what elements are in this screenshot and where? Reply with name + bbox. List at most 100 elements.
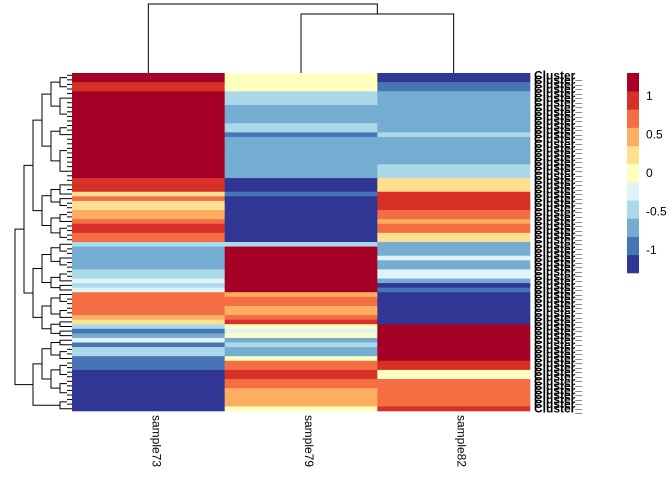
dendrogram-branch (59, 227, 67, 238)
column-label: sample73 (149, 415, 163, 467)
heatmap-cell (224, 301, 378, 307)
heatmap-cell (224, 237, 378, 243)
heatmap-cell (377, 365, 531, 371)
heatmap-cell (224, 369, 378, 375)
row-label: Cluster_ (534, 224, 582, 238)
heatmap-cell (72, 287, 225, 293)
heatmap-cell (224, 278, 378, 284)
dendrogram-branch (59, 184, 67, 195)
heatmap-cell (224, 223, 378, 229)
heatmap-cell (224, 73, 378, 78)
heatmap-cell (224, 333, 378, 339)
row-label: Cluster_ (534, 297, 582, 311)
heatmap-cell (72, 319, 225, 325)
heatmap-cell (72, 251, 225, 257)
heatmap-cell (377, 251, 531, 257)
heatmap-cell (224, 246, 378, 252)
heatmap-cell (72, 132, 225, 138)
heatmap-cell (377, 360, 531, 366)
heatmap-cell (224, 77, 378, 83)
row-label: Cluster_ (534, 365, 582, 379)
dendrogram-branch (59, 127, 67, 136)
dendrogram-branch (50, 188, 60, 203)
heatmap-cell (72, 109, 225, 115)
heatmap-cell (72, 141, 225, 147)
heatmap-cell (377, 397, 531, 403)
heatmap-cell (377, 100, 531, 106)
row-label: Cluster_ (534, 128, 582, 142)
heatmap-cell (72, 292, 225, 298)
heatmap-cell (224, 123, 378, 129)
heatmap-cell (224, 91, 378, 97)
heatmap-cell (224, 141, 378, 147)
heatmap-cell (224, 150, 378, 156)
heatmap-cell (72, 260, 225, 266)
row-label: Cluster_ (534, 205, 582, 219)
heatmap-cell (377, 237, 531, 243)
heatmap-cell (72, 146, 225, 151)
heatmap-cell (224, 136, 378, 142)
heatmap-body (72, 73, 531, 412)
heatmap-cell (377, 315, 531, 320)
heatmap-cell (72, 374, 225, 380)
heatmap-cell (224, 132, 378, 138)
heatmap-cell (72, 315, 225, 320)
heatmap-cell (72, 219, 225, 225)
heatmap-cell (72, 392, 225, 398)
legend-tick-label: 1 (646, 89, 653, 103)
row-label: Cluster_ (534, 397, 582, 411)
dendrogram-branch (41, 348, 51, 380)
heatmap-cell (224, 356, 378, 362)
dendrogram-branch (50, 369, 60, 389)
heatmap-cell (224, 232, 378, 238)
heatmap-cell (377, 178, 531, 183)
row-label: Cluster_ (534, 320, 582, 334)
heatmap-cell (72, 205, 225, 211)
heatmap-cell (72, 333, 225, 339)
row-label: Cluster_ (534, 114, 582, 128)
row-label: Cluster_ (534, 237, 582, 251)
row-label: Cluster_ (534, 347, 582, 361)
row-label: Cluster_ (534, 196, 582, 210)
heatmap-cell (224, 319, 378, 325)
dendrogram-branch (23, 164, 33, 294)
heatmap-cell (377, 379, 531, 384)
heatmap-cell (224, 401, 378, 407)
legend-tick-label: 0 (646, 166, 653, 180)
row-label: Cluster_ (534, 260, 582, 274)
row-label: Cluster_ (534, 210, 582, 224)
heatmap-cell (72, 136, 225, 142)
heatmap-cell (377, 324, 531, 330)
heatmap-cell (224, 273, 378, 279)
heatmap-cell (224, 287, 378, 293)
legend-swatch (627, 182, 639, 201)
dendrogram-branch (59, 198, 67, 206)
dendrogram-branch (41, 195, 51, 226)
row-label: Cluster_ (534, 274, 582, 288)
heatmap-cell (72, 182, 225, 188)
dendrogram-branch (41, 93, 51, 147)
heatmap-cell (224, 269, 378, 275)
heatmap-cell (377, 95, 531, 101)
heatmap-cell (72, 283, 225, 288)
heatmap-cell (72, 73, 225, 78)
column-dendrogram (147, 3, 455, 73)
heatmap-cell (377, 283, 531, 288)
dendrogram-branch (50, 130, 60, 162)
heatmap-cell (377, 141, 531, 147)
heatmap-cell (377, 337, 531, 343)
heatmap-cell (224, 155, 378, 161)
legend-swatch (627, 163, 639, 183)
legend-swatch (627, 109, 639, 128)
row-label: Cluster_ (534, 361, 582, 375)
row-label: Cluster_ (534, 123, 582, 137)
row-label: Cluster_ (534, 242, 582, 256)
heatmap-cell (377, 347, 531, 352)
row-label: Cluster_ (534, 201, 582, 215)
heatmap-cell (72, 264, 225, 270)
heatmap-cell (377, 91, 531, 97)
column-label: sample79 (302, 415, 316, 467)
row-label: Cluster_ (534, 233, 582, 247)
color-legend: 1 0.5 0 -0.5 -1 (627, 73, 667, 274)
heatmap-cell (377, 292, 531, 298)
